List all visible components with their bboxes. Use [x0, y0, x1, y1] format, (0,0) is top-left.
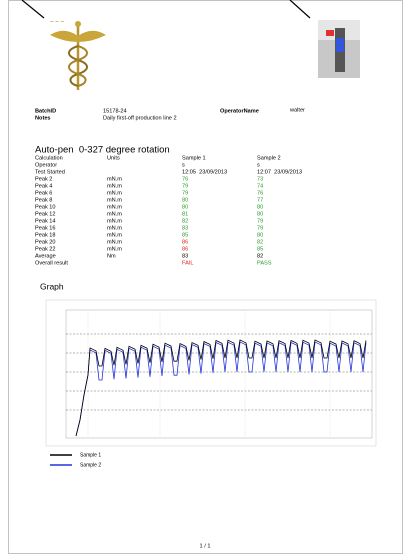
page: ~ ~ ~ BatchID 15178-24 OperatorName walt… [0, 0, 411, 554]
table-cell: 82 [257, 239, 263, 245]
table-cell: mN.m [107, 204, 122, 210]
table-cell: 83 [182, 225, 188, 231]
table-cell: mN.m [107, 239, 122, 245]
table-cell: 86 [182, 239, 188, 245]
table-cell: mN.m [107, 183, 122, 189]
table-cell: Operator [35, 162, 57, 168]
table-cell: 82 [182, 218, 188, 224]
value: 15178-24 [103, 108, 127, 114]
table-cell: s [182, 162, 185, 168]
table-cell: Nm [107, 253, 116, 259]
table-cell: PASS [257, 260, 272, 266]
table-cell: 82 [257, 253, 263, 259]
value: Daily first-off production line 2 [103, 115, 177, 121]
table-cell: Calculation [35, 155, 63, 161]
label: BatchID [35, 108, 56, 114]
graph-title: Graph [40, 281, 64, 291]
table-cell: 80 [182, 197, 188, 203]
footer: 1 / 1 [200, 543, 211, 549]
table-cell: mN.m [107, 197, 122, 203]
table-cell: Sample 1 [182, 155, 206, 161]
table-cell: 80 [257, 204, 263, 210]
table-cell: Peak 14 [35, 218, 56, 224]
label: OperatorName [220, 108, 259, 114]
table-cell: 74 [257, 183, 263, 189]
table-cell: 76 [182, 176, 188, 182]
table-cell: Peak 12 [35, 211, 56, 217]
table-cell: Sample 2 [257, 155, 281, 161]
table-cell: 85 [257, 246, 263, 252]
table-cell: Peak 20 [35, 239, 56, 245]
table-cell: 79 [182, 190, 188, 196]
table-cell: mN.m [107, 211, 122, 217]
table-cell: Peak 16 [35, 225, 56, 231]
table-cell: 81 [182, 211, 188, 217]
legend-label: Sample 2 [80, 462, 101, 468]
table-cell: 86 [182, 246, 188, 252]
table-cell: Peak 22 [35, 246, 56, 252]
table-cell: 79 [182, 183, 188, 189]
table-cell: Peak 18 [35, 232, 56, 238]
table-cell: mN.m [107, 218, 122, 224]
table-cell: Peak 2 [35, 176, 52, 182]
table-cell: 12:07 23/09/2013 [257, 169, 302, 175]
table-cell: 76 [257, 190, 263, 196]
table-cell: mN.m [107, 190, 122, 196]
table-cell: mN.m [107, 246, 122, 252]
page-bg [0, 0, 411, 554]
legend-label: Sample 1 [80, 452, 101, 458]
table-cell: Average [35, 253, 56, 259]
table-cell: mN.m [107, 176, 122, 182]
table-cell: 12:05 23/09/2013 [182, 169, 227, 175]
table-cell: Peak 10 [35, 204, 56, 210]
table-cell: Peak 8 [35, 197, 52, 203]
graph [46, 300, 376, 446]
label: Notes [35, 115, 51, 121]
table-cell: FAIL [182, 260, 194, 266]
table-cell: mN.m [107, 225, 122, 231]
table-cell: Overall result [35, 260, 68, 266]
table-cell: Units [107, 155, 120, 161]
photo [318, 20, 360, 78]
value: walter [289, 107, 305, 113]
table-cell: 85 [182, 232, 188, 238]
table-cell: 80 [182, 204, 188, 210]
table-cell: Test Started [35, 169, 65, 175]
table-cell: Peak 4 [35, 183, 52, 189]
table-cell: mN.m [107, 232, 122, 238]
table-cell: 73 [257, 176, 263, 182]
table-cell: 80 [257, 232, 263, 238]
table-cell: 77 [257, 197, 263, 203]
table-cell: 79 [257, 225, 263, 231]
table-cell: Peak 6 [35, 190, 52, 196]
section-title: Auto-pen 0-327 degree rotation [35, 145, 170, 156]
table-cell: 83 [182, 253, 188, 259]
table-cell: 79 [257, 218, 263, 224]
svg-text:~ ~ ~: ~ ~ ~ [50, 20, 64, 26]
table-cell: 80 [257, 211, 263, 217]
table-cell: s [257, 162, 260, 168]
